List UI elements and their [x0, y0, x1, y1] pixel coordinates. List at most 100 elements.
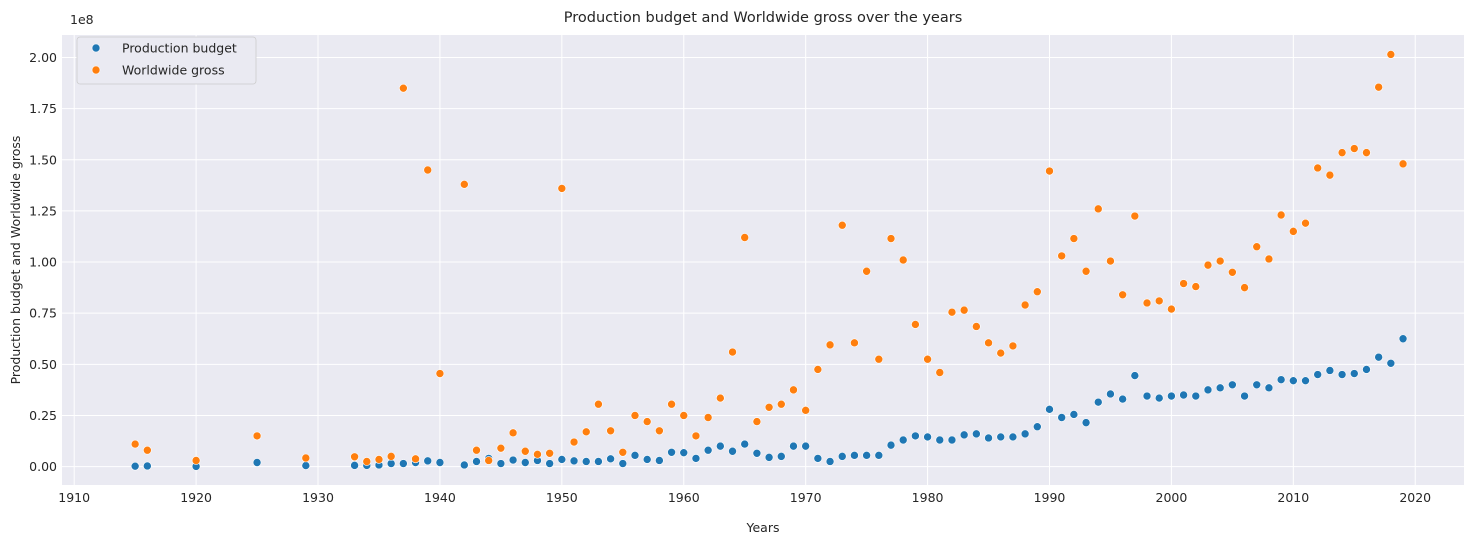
budget-point [655, 456, 664, 465]
budget-point [1057, 413, 1066, 422]
budget-point [1240, 391, 1249, 401]
x-axis-label: Years [746, 520, 780, 535]
gross-point [1215, 256, 1225, 266]
gross-point [1020, 300, 1030, 310]
gross-point [1349, 144, 1359, 153]
budget-point [728, 446, 737, 456]
budget-point [716, 441, 725, 451]
x-tick-label: 1940 [424, 490, 456, 505]
budget-point [143, 461, 152, 471]
budget-point [1398, 334, 1408, 344]
gross-point [1374, 82, 1383, 92]
budget-point [1130, 371, 1140, 380]
legend: Production budget Worldwide gross [76, 36, 257, 85]
budget-series [130, 334, 1408, 471]
budget-point [1301, 376, 1310, 385]
budget-point [1069, 410, 1079, 419]
gross-point [740, 233, 750, 242]
budget-point [972, 429, 981, 439]
budget-point [618, 459, 628, 468]
budget-point [825, 457, 835, 466]
budget-point [935, 435, 945, 445]
gross-point [959, 305, 969, 315]
gross-point [581, 427, 591, 437]
gross-point [508, 428, 518, 438]
budget-point [423, 456, 433, 466]
budget-point [837, 452, 847, 461]
x-tick-label: 1950 [546, 490, 578, 505]
y-tick-label: 1.25 [29, 203, 57, 218]
budget-point [520, 458, 530, 467]
gross-point [1045, 166, 1054, 176]
budget-point [1203, 385, 1213, 395]
budget-point [252, 458, 262, 467]
gross-point [1093, 204, 1103, 214]
x-tick-label: 2020 [1399, 490, 1431, 505]
gross-point [1130, 211, 1140, 221]
budget-point [1252, 380, 1262, 390]
budget-point [752, 448, 762, 458]
gross-point [423, 165, 433, 175]
gross-point [642, 417, 652, 426]
budget-point [1179, 390, 1188, 400]
gross-point [984, 338, 993, 348]
gross-point [1106, 256, 1115, 266]
budget-point [606, 454, 615, 464]
gross-point [728, 347, 737, 357]
gross-point [1081, 266, 1091, 276]
budget-point [1154, 393, 1164, 403]
gross-point [1142, 298, 1152, 308]
budget-point [1142, 391, 1152, 401]
plot-background [62, 35, 1464, 485]
budget-point [1033, 422, 1042, 432]
gross-point [484, 456, 493, 465]
budget-point [1093, 397, 1103, 407]
y-tick-label: 1.00 [29, 255, 57, 270]
budget-point [679, 448, 689, 457]
grid [62, 35, 1464, 485]
gross-point [1289, 227, 1298, 236]
gross-series [130, 50, 1408, 466]
budget-point [460, 460, 469, 470]
gross-point [411, 454, 420, 464]
gross-point [1398, 159, 1408, 169]
budget-point [874, 451, 884, 460]
gross-point [569, 437, 579, 447]
gross-point [545, 448, 554, 458]
gross-point [716, 393, 725, 403]
gross-point [1264, 254, 1274, 264]
gross-point [1386, 50, 1396, 59]
budget-point [667, 447, 676, 457]
gross-point [923, 354, 932, 364]
budget-point [472, 457, 481, 466]
x-tick-label: 2010 [1277, 490, 1309, 505]
gross-point [837, 220, 847, 230]
gross-point [972, 322, 981, 331]
gross-point [813, 365, 823, 374]
budget-point [1008, 432, 1018, 442]
gross-point [557, 184, 567, 193]
budget-point [740, 439, 750, 449]
x-axis: 1910 1920 1930 1940 1950 1960 1970 1980 1990 2000… [58, 490, 1431, 505]
gross-point [130, 439, 140, 449]
budget-point [399, 459, 408, 468]
gross-point [1203, 260, 1213, 270]
x-tick-label: 1980 [912, 490, 944, 505]
budget-point [776, 452, 786, 461]
budget-point [1289, 376, 1298, 385]
gross-point [386, 452, 396, 461]
gross-point [191, 456, 201, 465]
gross-point [679, 411, 689, 420]
data-points [130, 50, 1408, 471]
x-tick-label: 1910 [58, 490, 90, 505]
budget-point [1325, 366, 1335, 375]
budget-point [691, 454, 701, 463]
legend-box [76, 36, 257, 85]
gross-point [801, 406, 810, 415]
gross-point [1179, 279, 1188, 288]
budget-point [947, 435, 957, 445]
y-axis-label: Production budget and Worldwide gross [8, 136, 23, 385]
budget-point [789, 441, 798, 451]
budget-point [813, 454, 823, 463]
y-tick-label: 2.00 [29, 50, 57, 65]
